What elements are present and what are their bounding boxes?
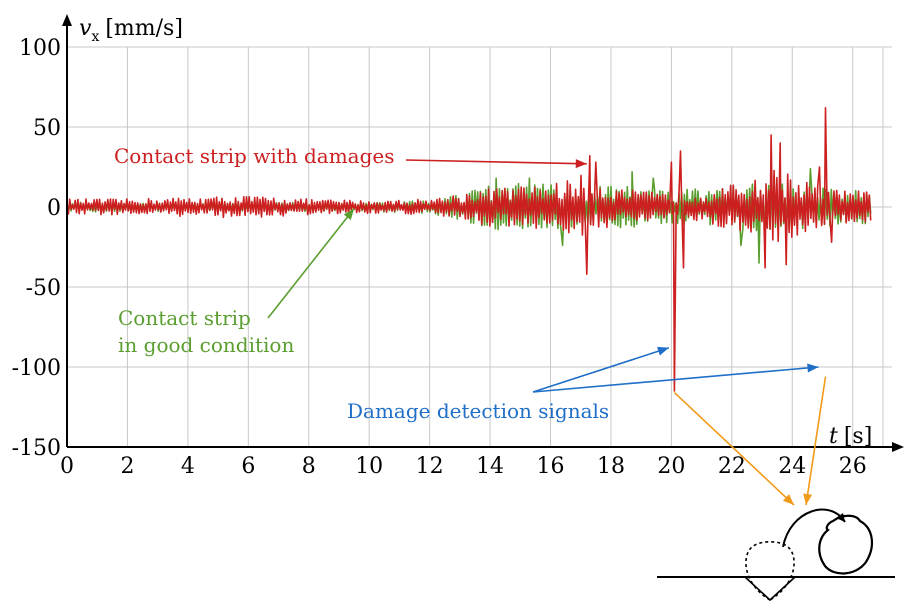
x-tick-label-24: 24 [778, 454, 806, 479]
damage-notch [744, 576, 796, 602]
orange-arrow-2 [805, 376, 827, 506]
orange-arrow-2-head [803, 493, 813, 505]
x-tick-label-20: 20 [657, 454, 685, 479]
y-axis-title: vx [mm/s] [79, 16, 183, 45]
y-tick-label-100: 100 [19, 36, 61, 61]
axes [62, 14, 904, 452]
annotation-arrows [267, 159, 827, 506]
wheel-after-icon [818, 514, 874, 575]
annotations: Contact strip with damages Contact strip… [114, 144, 827, 506]
wheel-before-icon [745, 540, 795, 601]
x-tick-label-6: 6 [241, 454, 255, 479]
x-tick-label-4: 4 [181, 454, 195, 479]
good-condition-arrow [267, 208, 355, 319]
x-tick-label-0: 0 [60, 454, 74, 479]
x-axis-arrow [892, 442, 904, 452]
x-tick-label-18: 18 [597, 454, 625, 479]
x-tick-label-26: 26 [839, 454, 867, 479]
rotation-arrow-head [836, 513, 845, 522]
grid-lines [67, 46, 892, 447]
series-layer [66, 107, 872, 392]
x-tick-label-10: 10 [355, 454, 383, 479]
x-tick-label-16: 16 [537, 454, 565, 479]
x-tick-label-2: 2 [120, 454, 134, 479]
damage-schematic-icon [657, 508, 895, 602]
rotation-arrow [782, 508, 846, 548]
y-tick-label--50: -50 [26, 276, 61, 301]
detection-arrow-1-head [657, 346, 669, 356]
series-damaged-line [66, 107, 872, 392]
good-condition-annotation-line1: Contact strip [118, 306, 251, 330]
y-axis-arrow [62, 14, 72, 26]
y-tick-label--100: -100 [12, 356, 61, 381]
detection-arrow-2 [532, 366, 819, 393]
detection-arrow-1 [532, 347, 670, 393]
x-tick-label-22: 22 [718, 454, 746, 479]
x-tick-label-14: 14 [476, 454, 504, 479]
y-tick-label--150: -150 [12, 436, 61, 461]
orange-arrow-1 [673, 392, 795, 506]
good-condition-annotation-line2: in good condition [118, 333, 294, 357]
y-tick-label-0: 0 [47, 196, 61, 221]
detection-annotation: Damage detection signals [347, 399, 609, 423]
damages-arrow [405, 159, 587, 165]
damages-arrow-head [575, 159, 587, 169]
x-tick-label-12: 12 [416, 454, 444, 479]
good-condition-arrow-head [343, 208, 355, 221]
damages-annotation: Contact strip with damages [114, 144, 395, 168]
orange-arrow-1-head [782, 494, 794, 505]
detection-arrow-2-head [807, 363, 819, 373]
x-axis-title: t [s] [829, 424, 872, 449]
x-tick-label-8: 8 [302, 454, 316, 479]
y-tick-label-50: 50 [33, 116, 61, 141]
